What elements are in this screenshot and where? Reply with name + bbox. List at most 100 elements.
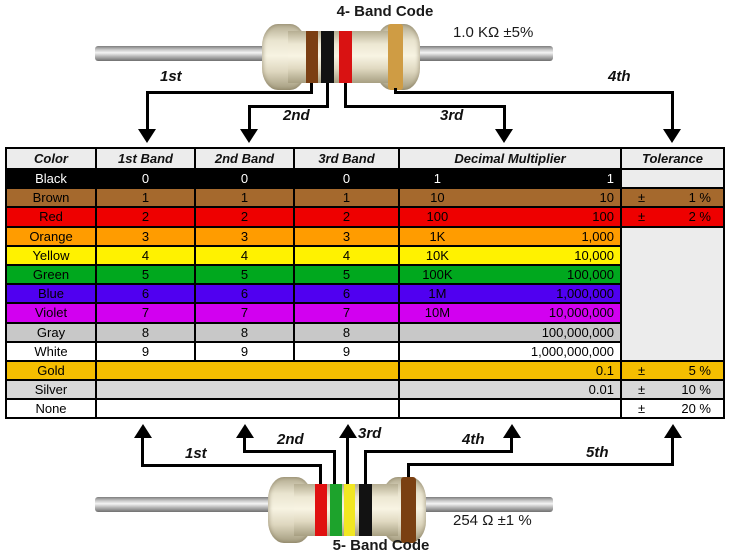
arrow-line — [364, 450, 513, 453]
row-white-color-cell: White — [7, 342, 95, 360]
row-black-band3-cell: 0 — [295, 170, 398, 188]
top-arrow-label-3rd: 3rd — [440, 107, 464, 124]
arrowhead-down-icon — [663, 129, 681, 143]
top-band-1-brown — [306, 31, 318, 83]
row-none-multiplier-cell — [400, 400, 620, 418]
top-band-4-gold — [388, 24, 403, 90]
arrow-line — [394, 91, 674, 94]
row-orange-color-cell: Orange — [7, 227, 95, 245]
four-band-title: 4- Band Code — [336, 3, 434, 20]
row-gold-multiplier-cell: 0.1 — [400, 361, 620, 380]
row-blue-color-cell: Blue — [7, 285, 95, 303]
row-orange-band3-cell: 3 — [295, 227, 398, 245]
row-gray-color-cell: Gray — [7, 323, 95, 341]
row-yellow-multiplier-cell: 10K 10,000 — [400, 246, 620, 264]
arrow-line — [346, 436, 349, 485]
row-green-band2-cell: 5 — [196, 265, 293, 284]
arrow-line — [243, 436, 246, 453]
arrowhead-down-icon — [138, 129, 156, 143]
top-band-3-red — [339, 31, 352, 83]
row-green-band1-cell: 5 — [97, 265, 194, 284]
row-white-multiplier-cell: 1,000,000,000 — [400, 342, 620, 360]
row-violet-band2-cell: 7 — [196, 304, 293, 322]
row-orange-band1-cell: 3 — [97, 227, 194, 245]
arrowhead-up-icon — [236, 424, 254, 438]
top-resistor-value: 1.0 KΩ ±5% — [453, 24, 534, 41]
row-black-tolerance-cell — [622, 170, 723, 188]
header-decimal-multiplier: Decimal Multiplier — [400, 149, 620, 168]
bottom-band-4-black — [359, 484, 372, 536]
row-red-band2-cell: 2 — [196, 208, 293, 226]
row-gold-tolerance-cell: ±5 % — [622, 361, 723, 380]
arrow-line — [248, 105, 329, 108]
row-green-color-cell: Green — [7, 265, 95, 284]
row-violet-band1-cell: 7 — [97, 304, 194, 322]
top-arrow-label-1st: 1st — [160, 68, 182, 85]
bottom-band-1-red — [315, 484, 327, 536]
arrow-line — [319, 464, 322, 485]
row-violet-color-cell: Violet — [7, 304, 95, 322]
header-tolerance: Tolerance — [622, 149, 723, 168]
bottom-band-3-yellow — [344, 484, 355, 536]
five-band-title: 5- Band Code — [332, 537, 430, 554]
row-violet-band3-cell: 7 — [295, 304, 398, 322]
row-red-multiplier-cell: 100 100 — [400, 208, 620, 226]
row-red-band3-cell: 2 — [295, 208, 398, 226]
bottom-resistor-value: 254 Ω ±1 % — [453, 512, 532, 529]
row-violet-multiplier-cell: 10M 10,000,000 — [400, 304, 620, 322]
row-blue-multiplier-cell: 1M 1,000,000 — [400, 285, 620, 303]
top-arrow-label-2nd: 2nd — [283, 107, 310, 124]
row-gold-color-cell: Gold — [7, 361, 95, 380]
row-silver-bands-cell — [97, 381, 398, 399]
tolerance-merged-empty-cell — [622, 227, 723, 360]
row-gray-band1-cell: 8 — [97, 323, 194, 341]
row-none-color-cell: None — [7, 400, 95, 418]
arrow-line — [141, 436, 144, 467]
row-yellow-band2-cell: 4 — [196, 246, 293, 264]
row-gold-bands-cell — [97, 361, 398, 380]
arrow-line — [510, 436, 513, 453]
row-gray-band2-cell: 8 — [196, 323, 293, 341]
bottom-arrow-label-4th: 4th — [462, 431, 485, 448]
row-black-band1-cell: 0 — [97, 170, 194, 188]
row-red-color-cell: Red — [7, 208, 95, 226]
row-silver-multiplier-cell: 0.01 — [400, 381, 620, 399]
row-white-band3-cell: 9 — [295, 342, 398, 360]
bottom-arrow-label-2nd: 2nd — [277, 431, 304, 448]
row-blue-band2-cell: 6 — [196, 285, 293, 303]
arrow-line — [671, 436, 674, 466]
row-white-band1-cell: 9 — [97, 342, 194, 360]
arrow-line — [141, 464, 322, 467]
header-2nd-band: 2nd Band — [196, 149, 293, 168]
color-code-table: Color 1st Band 2nd Band 3rd Band Decimal Mul… — [5, 147, 725, 420]
row-none-tolerance-cell: ±20 % — [622, 400, 723, 418]
row-yellow-band1-cell: 4 — [97, 246, 194, 264]
row-orange-multiplier-cell: 1K 1,000 — [400, 227, 620, 245]
arrow-line — [146, 91, 313, 94]
row-brown-tolerance-cell: ±1 % — [622, 189, 723, 207]
row-brown-band3-cell: 1 — [295, 189, 398, 207]
header-color: Color — [7, 149, 95, 168]
arrow-line — [364, 450, 367, 485]
arrow-line — [671, 91, 674, 131]
row-none-bands-cell — [97, 400, 398, 418]
row-green-band3-cell: 5 — [295, 265, 398, 284]
arrow-line — [243, 450, 336, 453]
row-blue-band1-cell: 6 — [97, 285, 194, 303]
arrowhead-up-icon — [134, 424, 152, 438]
arrowhead-up-icon — [503, 424, 521, 438]
header-3rd-band: 3rd Band — [295, 149, 398, 168]
arrow-line — [344, 105, 506, 108]
bottom-arrow-label-5th: 5th — [586, 444, 609, 461]
header-1st-band: 1st Band — [97, 149, 194, 168]
bottom-arrow-label-3rd: 3rd — [358, 425, 382, 442]
row-brown-band1-cell: 1 — [97, 189, 194, 207]
arrowhead-up-icon — [664, 424, 682, 438]
row-yellow-color-cell: Yellow — [7, 246, 95, 264]
arrow-line — [407, 463, 674, 466]
arrowhead-down-icon — [495, 129, 513, 143]
arrow-line — [407, 463, 410, 479]
row-yellow-band3-cell: 4 — [295, 246, 398, 264]
row-silver-color-cell: Silver — [7, 381, 95, 399]
